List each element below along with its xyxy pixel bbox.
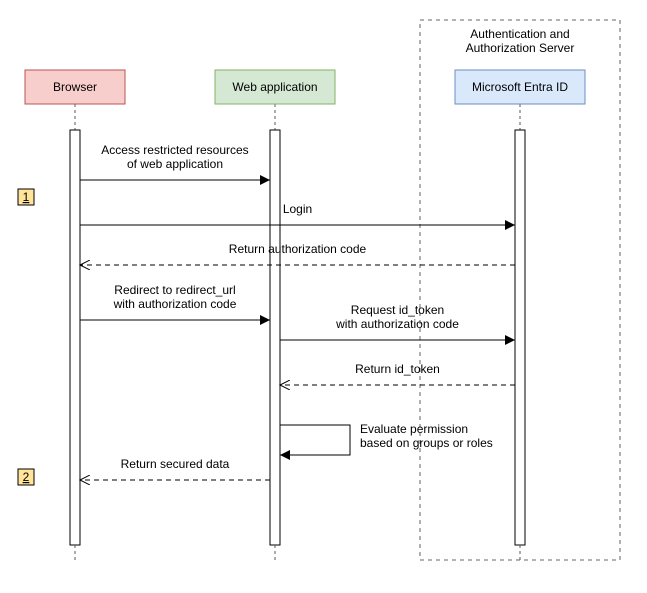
message-4-label: Request id_tokenwith authorization code: [335, 303, 459, 331]
activation-webapp: [270, 130, 280, 545]
participant-webapp-label: Web application: [232, 80, 317, 94]
message-5-label: Return id_token: [355, 362, 440, 376]
activation-browser: [70, 130, 80, 545]
step-marker-1-num: 1: [23, 190, 30, 204]
message-1-label: Login: [283, 202, 312, 216]
message-3-label: Redirect to redirect_urlwith authorizati…: [113, 283, 237, 311]
sequence-diagram: Authentication andAuthorization Server Br…: [0, 0, 647, 593]
activation-entra: [515, 130, 525, 545]
message-6-label: Return secured data: [121, 457, 230, 471]
message-2-label: Return authorization code: [229, 242, 367, 256]
participant-entra-label: Microsoft Entra ID: [472, 80, 568, 94]
participant-browser-label: Browser: [53, 80, 97, 94]
auth-server-group-label: Authentication andAuthorization Server: [466, 27, 575, 55]
step-marker-2-num: 2: [23, 470, 30, 484]
